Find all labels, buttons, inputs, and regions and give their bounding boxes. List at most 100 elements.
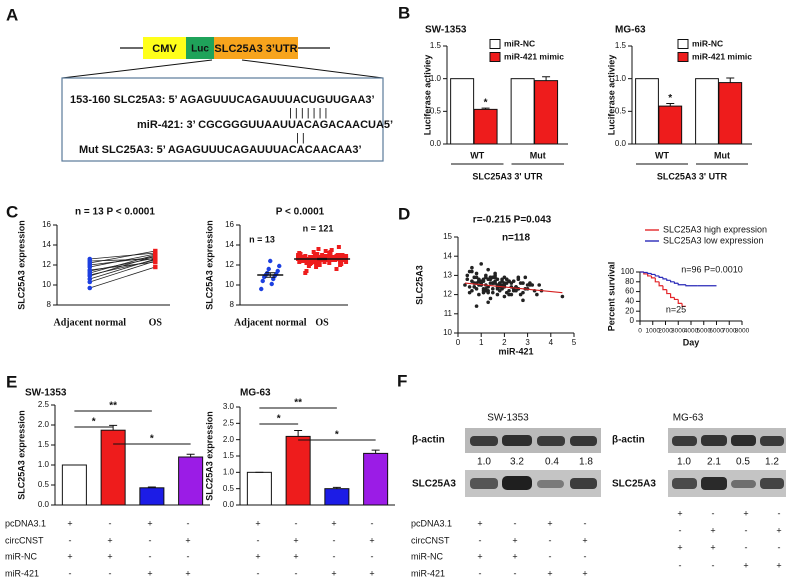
treatment-sign: -: [584, 551, 587, 561]
x-tick-label: OS: [315, 317, 329, 328]
point: [336, 245, 341, 249]
band: [731, 480, 756, 488]
sequence: Mut SLC25A3: 5’ AGAGUUUCAGAUUUACACAACAA3…: [79, 144, 362, 156]
y-axis-label: SLC25A3 expression: [16, 410, 26, 500]
y-tick-label: 1.5: [615, 41, 627, 50]
annotation: n = 121: [303, 223, 334, 233]
band-ratio: 0.4: [545, 457, 559, 468]
y-tick-label: 14: [225, 240, 234, 249]
treatment-label: miR-NC: [411, 551, 443, 561]
legend-swatch: [489, 52, 501, 62]
treatment-sign: +: [582, 535, 587, 545]
x-tick-label: OS: [149, 317, 163, 328]
point: [311, 255, 316, 259]
band-ratio: 0.5: [736, 457, 750, 468]
bar: [363, 452, 389, 506]
band: [470, 436, 498, 446]
bar: [139, 487, 165, 506]
treatment-sign: +: [710, 542, 715, 552]
point: [302, 259, 307, 263]
survival-step: [670, 293, 675, 299]
point: [303, 254, 308, 258]
y-axis-label: SLC25A3: [414, 265, 424, 305]
x-tick-label: 5: [572, 338, 577, 347]
treatment-sign: +: [369, 568, 374, 578]
band-ratio: 1.0: [677, 457, 691, 468]
error-bar: [294, 430, 303, 437]
annotation: n=118: [502, 233, 531, 244]
x-tick-label: 1: [479, 338, 484, 347]
x-tick-label: 0: [456, 338, 461, 347]
x-tick-label: 2000: [658, 328, 673, 335]
treatment-sign: -: [584, 518, 587, 528]
error-bar: [542, 76, 551, 81]
y-axis-label: SLC25A3 expression: [204, 411, 214, 501]
x-axis-label: SLC25A3 3' UTR: [472, 171, 543, 181]
pair-line: [89, 253, 156, 268]
treatment-sign: -: [257, 568, 260, 578]
point: [523, 275, 528, 280]
band: [701, 477, 727, 490]
x-tick-label: 8000: [735, 328, 750, 335]
point: [486, 300, 490, 305]
treatment-sign: -: [371, 518, 374, 528]
utr-box: [214, 37, 298, 59]
point: [339, 262, 344, 266]
pair-line: [89, 260, 156, 283]
point: [311, 250, 316, 254]
point: [467, 290, 472, 295]
point: [153, 256, 158, 262]
survival-step: [677, 283, 686, 286]
legend-label: miR-421 mimic: [692, 51, 752, 61]
point: [323, 249, 328, 253]
point: [314, 265, 319, 269]
bar: [324, 488, 350, 506]
x-tick-label: 6000: [709, 328, 724, 335]
point: [303, 271, 308, 275]
significance: *: [277, 414, 281, 425]
treatment-sign: -: [109, 568, 112, 578]
treatment-sign: -: [778, 508, 781, 518]
y-tick-label: 11: [444, 309, 453, 318]
panel-label: E: [6, 372, 17, 391]
point: [260, 278, 265, 284]
error-bar: [666, 102, 675, 107]
y-tick-label: 2.0: [38, 420, 50, 429]
y-tick-label: 100: [621, 267, 635, 276]
point: [470, 265, 474, 270]
point: [340, 258, 345, 262]
point: [467, 285, 472, 289]
treatment-sign: +: [710, 525, 715, 535]
bar: [246, 471, 272, 506]
y-axis-label: SLC25A3 expression: [204, 220, 214, 310]
point: [296, 255, 301, 259]
pair-line: [89, 266, 156, 289]
y-axis-label: SLC25A3 expression: [16, 220, 26, 310]
treatment-sign: -: [187, 551, 190, 561]
band: [502, 435, 532, 446]
treatment-sign: +: [255, 551, 260, 561]
point: [514, 288, 518, 293]
treatment-sign: -: [514, 518, 517, 528]
significance: *: [335, 430, 339, 441]
legend-label: miR-NC: [504, 38, 535, 48]
treatment-sign: -: [745, 542, 748, 552]
x-tick-label: Mut: [530, 150, 546, 160]
legend-swatch: [677, 39, 689, 49]
treatment-sign: +: [677, 542, 682, 552]
point: [470, 269, 474, 274]
y-tick-label: 10: [443, 328, 452, 337]
legend-swatch: [677, 52, 689, 62]
point: [472, 275, 477, 280]
treatment-sign: -: [479, 535, 482, 545]
error-bar: [186, 453, 195, 457]
panel-label: A: [6, 5, 18, 24]
survival-step: [650, 273, 656, 276]
treatment-sign: -: [712, 560, 715, 570]
band: [731, 435, 756, 446]
point: [479, 279, 484, 283]
treatment-sign: +: [147, 518, 152, 528]
point: [465, 273, 470, 278]
point: [153, 259, 158, 265]
